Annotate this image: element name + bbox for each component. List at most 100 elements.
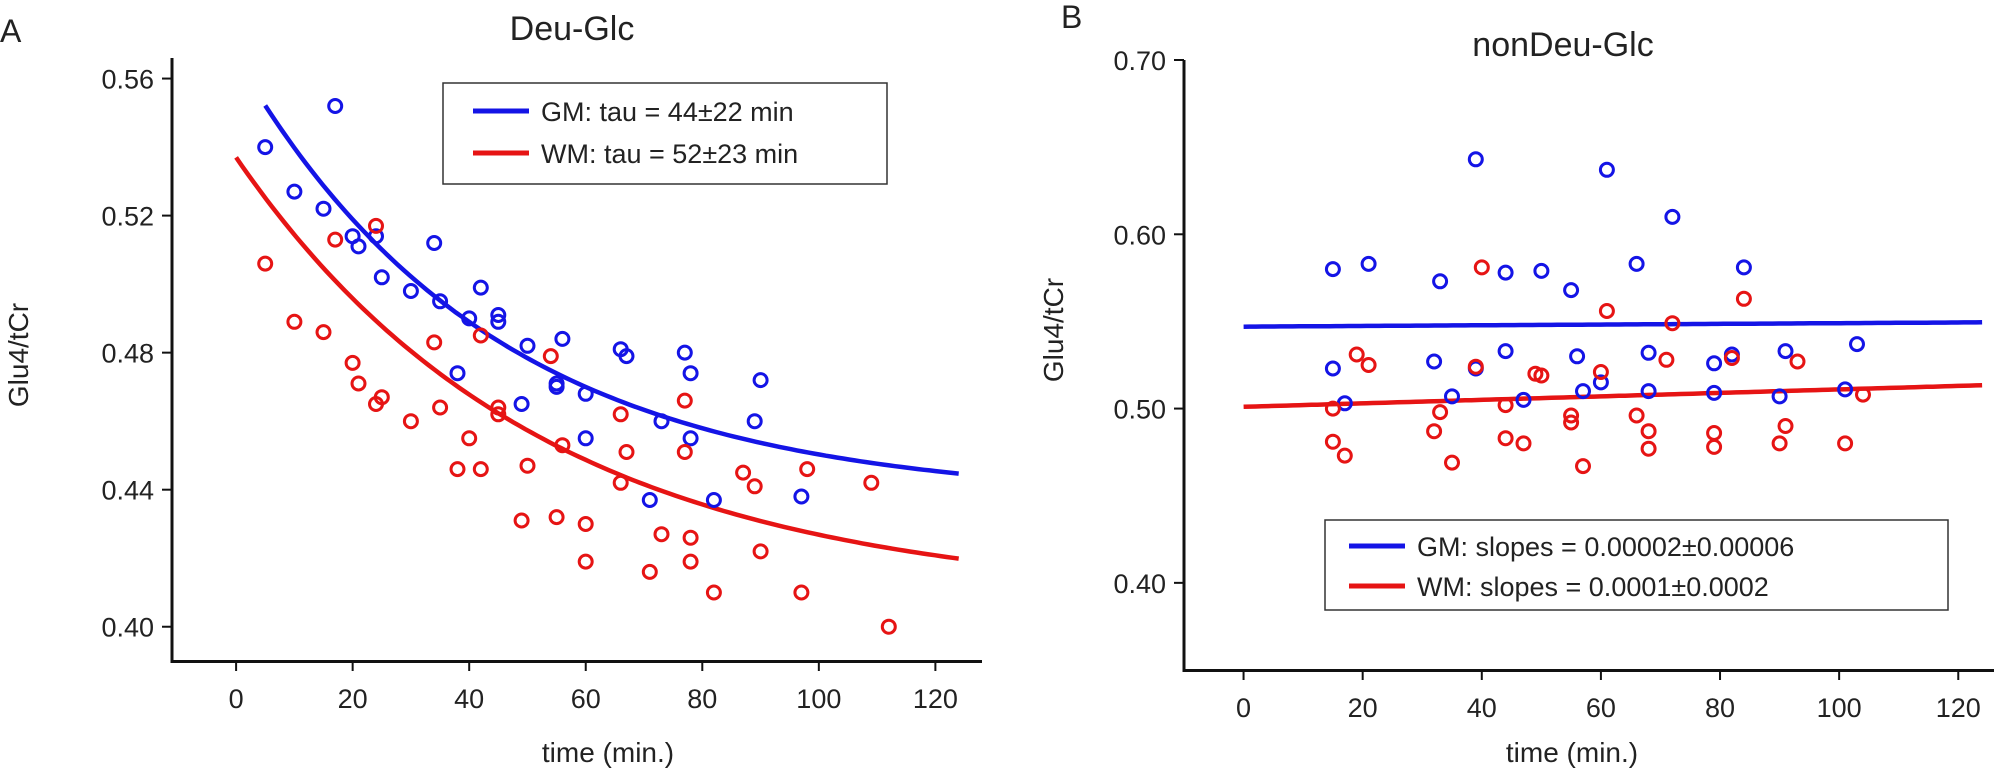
data-point-wm [1360, 357, 1377, 373]
data-point-gm [1360, 255, 1377, 272]
data-point-gm [1515, 391, 1532, 408]
data-point-wm [676, 444, 693, 460]
data-point-gm [682, 365, 699, 382]
data-point-wm [1324, 433, 1341, 450]
data-point-gm [1444, 388, 1460, 405]
legend-label-wm-a: WM: tau = 52±23 min [541, 139, 798, 169]
data-point-wm [1771, 435, 1788, 452]
data-point-wm [612, 406, 629, 423]
legend-label-wm-b: WM: slopes = 0.0001±0.0002 [1417, 572, 1769, 602]
y-ticks-a: 0.40 0.44 0.48 0.52 0.56 [101, 65, 172, 643]
y-tick-label: 0.56 [101, 65, 154, 95]
data-point-gm [1598, 161, 1615, 178]
data-point-wm [1497, 430, 1514, 447]
y-tick-label: 0.60 [1113, 220, 1166, 250]
data-point-wm [1563, 414, 1580, 431]
data-point-wm [1473, 259, 1490, 276]
x-tick-label: 80 [687, 684, 717, 714]
data-point-gm [368, 228, 384, 245]
data-point-gm [1735, 259, 1752, 276]
data-point-wm [1324, 400, 1341, 417]
data-point-wm [554, 437, 571, 454]
data-point-wm [641, 563, 658, 580]
data-point-gm [1706, 384, 1723, 401]
x-tick-label: 120 [913, 684, 958, 714]
data-point-wm [286, 313, 303, 330]
data-point-wm [472, 327, 489, 344]
data-point-wm [799, 461, 816, 478]
data-point-gm [1497, 264, 1514, 281]
data-point-wm [350, 375, 367, 392]
data-point-wm [1706, 438, 1723, 455]
data-point-wm [577, 516, 594, 532]
data-point-gm [1771, 388, 1788, 405]
data-point-wm [682, 529, 699, 546]
legend-b: GM: slopes = 0.00002±0.00006 WM: slopes … [1324, 519, 1949, 611]
data-point-wm [542, 348, 559, 365]
data-point-wm [432, 399, 449, 416]
data-point-wm [612, 474, 629, 491]
x-tick-label: 40 [1467, 693, 1497, 723]
data-points-b [1324, 151, 1871, 475]
data-point-gm [554, 330, 571, 347]
data-point-gm [1628, 255, 1645, 272]
data-point-gm [1575, 383, 1591, 400]
data-point-gm [1569, 348, 1586, 365]
data-point-wm [1628, 407, 1645, 424]
data-point-gm [1432, 273, 1449, 290]
data-point-wm [548, 509, 565, 526]
fit-curve-wm [234, 156, 959, 561]
fit-curve-gm [1243, 320, 1983, 329]
x-tick-label: 100 [796, 684, 841, 714]
data-point-gm [1640, 344, 1657, 361]
data-point-gm [1849, 336, 1865, 353]
data-point-gm [705, 492, 722, 508]
x-tick-label: 60 [571, 684, 601, 714]
x-tick-label: 20 [338, 684, 368, 714]
fit-curves-a [234, 104, 959, 561]
data-point-gm [746, 413, 763, 430]
data-point-gm [257, 139, 274, 156]
data-point-gm [752, 372, 769, 389]
data-point-wm [705, 584, 722, 601]
data-point-wm [1789, 353, 1806, 370]
data-point-gm [350, 238, 367, 255]
data-point-gm [327, 98, 344, 114]
data-point-gm [793, 488, 810, 505]
data-point-wm [461, 430, 478, 447]
x-axis-label-b: time (min.) [1506, 737, 1638, 768]
data-point-wm [1426, 423, 1443, 440]
data-point-wm [880, 618, 897, 635]
data-point-gm [1426, 353, 1443, 370]
data-point-gm [1497, 343, 1514, 360]
y-tick-label: 0.70 [1113, 46, 1166, 76]
x-tick-label: 120 [1936, 693, 1981, 723]
data-point-wm [1575, 458, 1591, 475]
data-point-gm [577, 385, 594, 402]
x-tick-label: 80 [1705, 693, 1735, 723]
data-point-gm [1467, 151, 1484, 168]
legend-box-b [1324, 519, 1949, 611]
data-points-a [257, 98, 897, 635]
x-ticks-b: 0 20 40 60 80 100 120 [1236, 670, 1981, 723]
legend-box-a [442, 82, 888, 185]
data-point-wm [1497, 397, 1514, 414]
data-point-wm [1855, 386, 1871, 403]
data-point-wm [1467, 358, 1484, 375]
data-point-wm [676, 392, 693, 409]
data-point-gm [490, 307, 507, 323]
data-point-wm [746, 478, 763, 495]
data-point-wm [1336, 447, 1353, 464]
data-point-gm [373, 269, 390, 286]
y-tick-label: 0.52 [101, 202, 154, 232]
data-point-gm [1592, 374, 1609, 391]
data-point-wm [1432, 404, 1449, 421]
fit-curve-wm [1243, 382, 1983, 410]
legend-label-gm-a: GM: tau = 44±22 min [541, 97, 794, 127]
data-point-wm [513, 512, 530, 529]
data-point-gm [513, 396, 530, 412]
data-point-gm [653, 413, 670, 430]
data-point-wm [257, 255, 274, 272]
data-point-wm [1658, 351, 1675, 368]
